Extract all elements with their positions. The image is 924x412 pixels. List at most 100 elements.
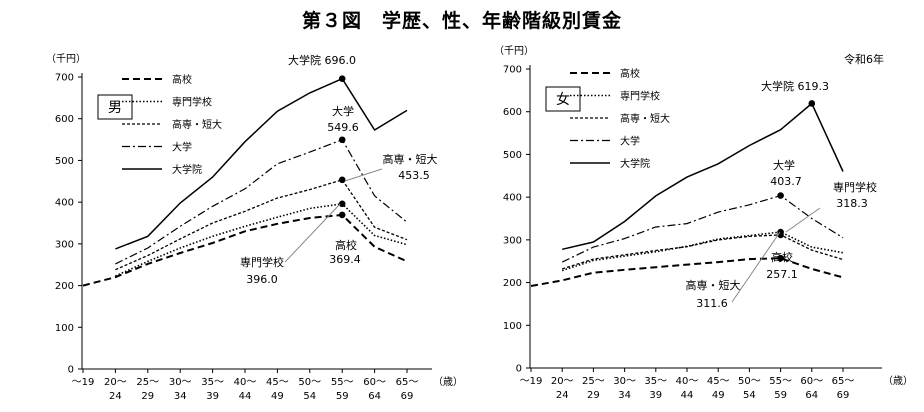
legend-label: 専門学校 <box>172 96 212 109</box>
peak-label: 311.6 <box>696 297 728 310</box>
x-tick-label: 50～ <box>298 377 321 388</box>
peak-label: 369.4 <box>329 253 361 266</box>
peak-label: 453.5 <box>398 169 430 182</box>
leader-line <box>284 203 341 263</box>
legend-label: 専門学校 <box>620 90 660 103</box>
peak-marker <box>338 136 346 144</box>
x-tick-label: 30～ <box>613 376 636 387</box>
panel-label-box <box>545 86 581 112</box>
x-tick-label: 69 <box>837 390 850 401</box>
peak-label: 318.3 <box>836 197 868 210</box>
peak-label: 549.6 <box>327 121 359 134</box>
x-tick-label: 55～ <box>769 376 792 387</box>
x-tick-label: 25～ <box>582 376 605 387</box>
series-line-1 <box>530 257 844 287</box>
x-tick-label: 39 <box>206 391 219 402</box>
peak-marker <box>777 254 784 262</box>
leader-line <box>731 231 781 303</box>
peak-label: 高校 <box>335 238 357 252</box>
peak-label: 高専・短大 <box>383 152 438 166</box>
peak-label: 高専・短大 <box>686 278 741 292</box>
y-tick-label: 300 <box>55 239 74 250</box>
x-tick-label: 59 <box>336 391 349 402</box>
x-tick-label: 60～ <box>800 376 823 387</box>
y-tick-label: 600 <box>55 114 74 125</box>
leader-line <box>344 168 383 182</box>
peak-label: 大学院 696.0 <box>288 53 356 67</box>
y-tick-label: 100 <box>503 321 522 332</box>
y-tick-label: 200 <box>55 281 74 292</box>
figure-title: 第３図 学歴、性、年齢階級別賃金 <box>301 10 622 32</box>
legend-label: 高専・短大 <box>172 118 222 131</box>
x-tick-label: 39 <box>649 390 662 401</box>
x-tick-label: ～19 <box>72 377 95 388</box>
x-axis-unit-label: （歳） <box>433 376 463 388</box>
x-tick-label: 34 <box>174 391 187 402</box>
peak-marker <box>808 100 816 107</box>
peak-label: 高校 <box>771 250 793 264</box>
series-line-5 <box>562 102 844 251</box>
legend-label: 大学 <box>172 141 192 154</box>
peak-marker <box>338 176 346 184</box>
x-tick-label: ～19 <box>520 376 543 387</box>
panel-label: 男 <box>108 100 122 116</box>
x-tick-label: 45～ <box>266 377 289 388</box>
series-line-5 <box>115 77 408 250</box>
x-tick-label: 29 <box>587 390 600 401</box>
x-tick-label: 55～ <box>331 377 354 388</box>
x-tick-label: 29 <box>141 391 154 402</box>
legend-label: 大学 <box>620 135 640 148</box>
x-tick-label: 34 <box>618 390 631 401</box>
legend-label: 高校 <box>172 73 192 86</box>
x-tick-label: 64 <box>368 391 381 402</box>
x-tick-label: 60～ <box>363 377 386 388</box>
peak-label: 396.0 <box>246 273 278 286</box>
y-tick-label: 400 <box>503 193 522 204</box>
y-tick-label: 400 <box>55 198 74 209</box>
x-tick-label: 24 <box>109 391 122 402</box>
peak-marker <box>777 192 784 199</box>
y-tick-label: 500 <box>503 150 522 161</box>
x-tick-label: 49 <box>712 390 725 401</box>
y-tick-label: 500 <box>55 156 74 167</box>
x-tick-label: 40～ <box>676 376 699 387</box>
peak-label: 257.1 <box>766 268 798 281</box>
panel-label-box <box>97 94 133 120</box>
x-tick-label: 40～ <box>234 377 257 388</box>
x-tick-label: 59 <box>774 390 787 401</box>
y-tick-label: 600 <box>503 107 522 118</box>
x-tick-label: 44 <box>681 390 694 401</box>
y-tick-label: 0 <box>68 365 74 376</box>
x-tick-label: 35～ <box>644 376 667 387</box>
x-tick-label: 54 <box>303 391 316 402</box>
y-tick-label: 700 <box>55 73 74 84</box>
series-line-2 <box>115 202 408 277</box>
x-tick-label: 30～ <box>169 377 192 388</box>
series-line-1 <box>82 213 408 287</box>
x-tick-label: 50～ <box>738 376 761 387</box>
legend-label: 高専・短大 <box>620 112 670 125</box>
y-tick-label: 0 <box>516 364 522 375</box>
x-tick-label: 24 <box>556 390 569 401</box>
peak-label: 大学院 619.3 <box>761 79 829 93</box>
peak-label: 大学 <box>773 158 795 172</box>
peak-label: 大学 <box>332 104 354 118</box>
x-tick-label: 20～ <box>104 377 127 388</box>
y-tick-label: 100 <box>55 323 74 334</box>
peak-label: 専門学校 <box>240 255 284 269</box>
peak-marker <box>338 211 346 219</box>
peak-marker <box>338 200 346 208</box>
series-line-3 <box>562 234 844 270</box>
series-line-4 <box>561 194 844 263</box>
y-tick-label: 200 <box>503 278 522 289</box>
y-tick-label: 300 <box>503 235 522 246</box>
x-tick-label: 25～ <box>136 377 159 388</box>
y-axis-unit-label: （千円） <box>46 53 86 65</box>
y-axis-unit-label: （千円） <box>494 45 534 57</box>
panel-label: 女 <box>556 91 570 108</box>
legend-label: 大学院 <box>620 157 650 170</box>
peak-label: 403.7 <box>770 175 802 188</box>
y-tick-label: 700 <box>503 65 522 76</box>
x-tick-label: 54 <box>743 390 756 401</box>
